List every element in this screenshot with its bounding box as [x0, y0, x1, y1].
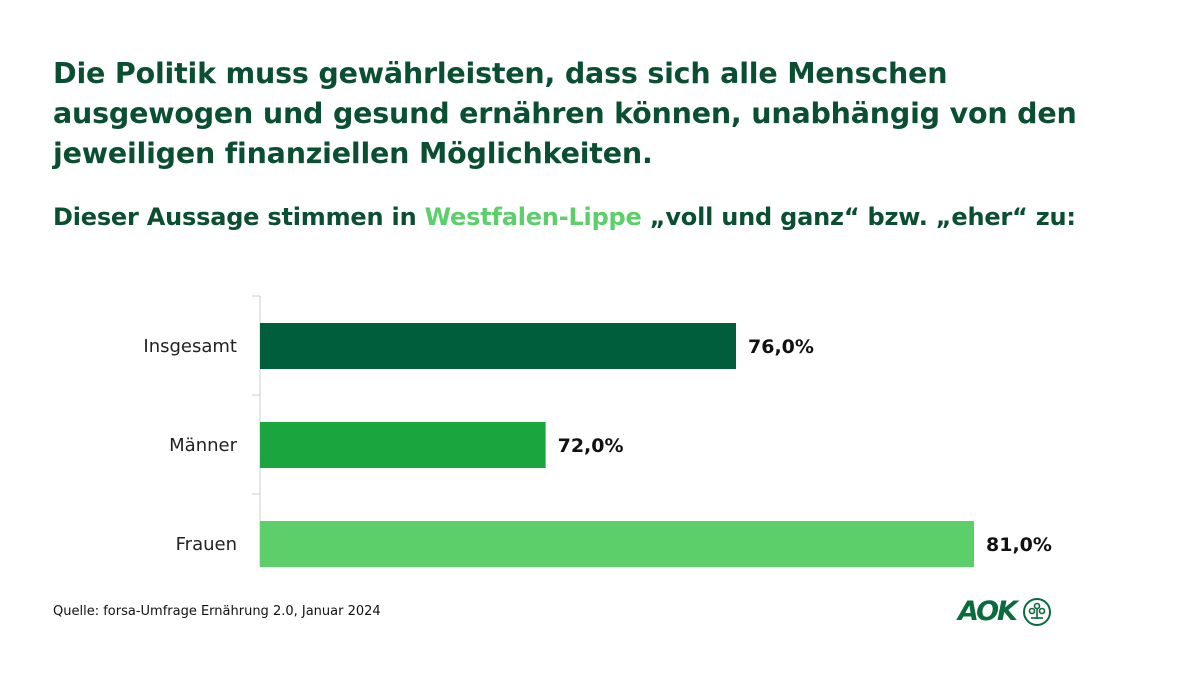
value-label: 72,0%: [558, 435, 624, 457]
subtitle-text-end: „voll und ganz“ bzw. „eher“ zu:: [641, 203, 1076, 231]
tree-emblem-icon: [1022, 597, 1051, 626]
aok-logo: AOK: [958, 596, 1052, 627]
bar-mnner: [260, 422, 546, 468]
bar-insgesamt: [260, 323, 736, 369]
logo-text: AOK: [958, 596, 1018, 627]
subtitle: Dieser Aussage stimmen in Westfalen-Lipp…: [53, 201, 1153, 234]
value-label: 81,0%: [986, 534, 1052, 556]
value-label: 76,0%: [748, 336, 814, 358]
page-title: Die Politik muss gewährleisten, dass sic…: [53, 57, 1077, 170]
category-label: Männer: [169, 435, 237, 456]
bar-frauen: [260, 521, 974, 567]
category-label: Insgesamt: [143, 336, 237, 357]
category-label: Frauen: [176, 534, 237, 555]
subtitle-text: Dieser Aussage stimmen in: [53, 203, 425, 231]
region-highlight: Westfalen-Lippe: [424, 203, 642, 231]
source-note: Quelle: forsa-Umfrage Ernährung 2.0, Jan…: [53, 604, 381, 619]
